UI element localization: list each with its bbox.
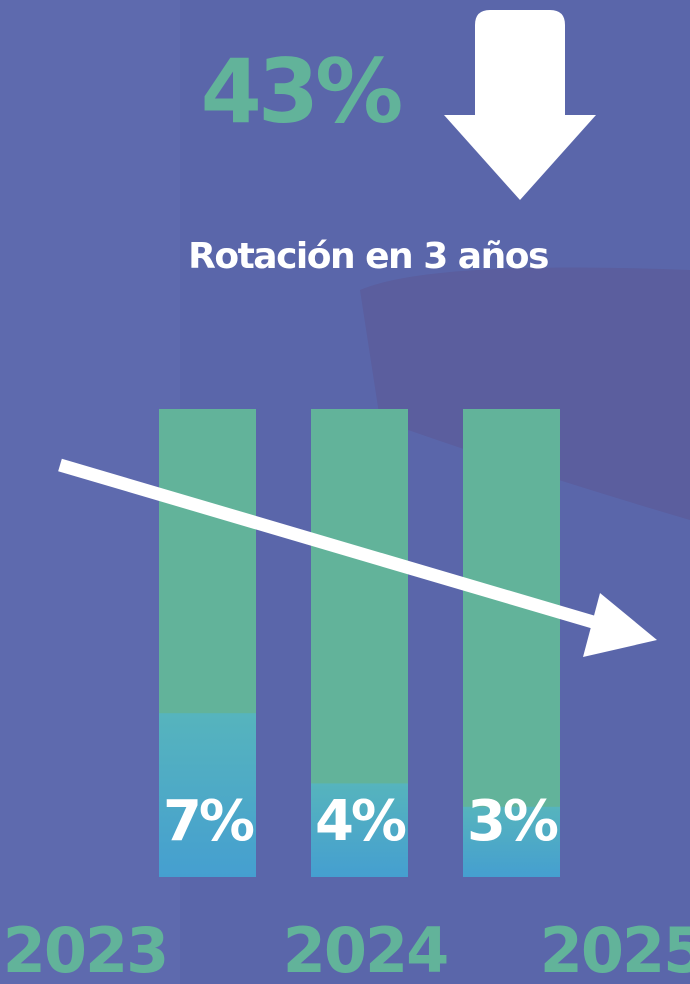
value-label: 7% <box>163 789 254 854</box>
x-tick-label: 2025 <box>540 914 690 984</box>
subtitle: Rotación en 3 años <box>188 236 548 277</box>
value-label: 3% <box>467 789 558 854</box>
infographic: 43% Rotación en 3 años 7% 2023 4% 2024 3% 202… <box>0 0 690 984</box>
x-tick-label: 2024 <box>283 914 448 984</box>
value-label: 4% <box>315 789 406 854</box>
x-tick-label: 2023 <box>3 914 168 984</box>
headline: 43% <box>201 40 401 143</box>
